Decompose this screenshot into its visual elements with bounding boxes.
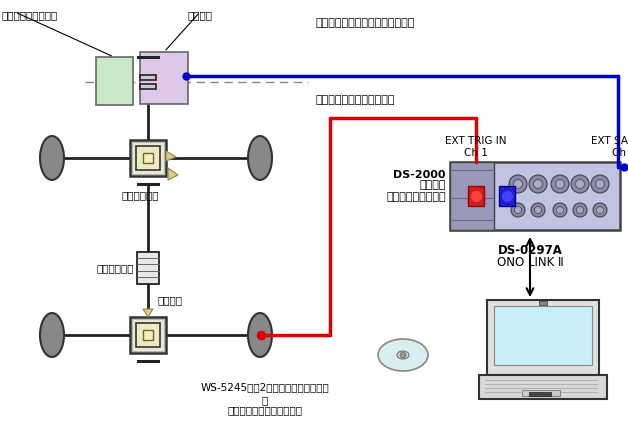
Circle shape bbox=[575, 179, 585, 189]
Bar bbox=[450, 162, 620, 230]
Polygon shape bbox=[143, 309, 153, 317]
Circle shape bbox=[511, 203, 525, 217]
Circle shape bbox=[571, 175, 589, 193]
Polygon shape bbox=[166, 151, 176, 161]
Bar bbox=[539, 301, 547, 305]
Text: ＋: ＋ bbox=[262, 395, 268, 405]
Text: EXT SAMP IN
Ch 2: EXT SAMP IN Ch 2 bbox=[591, 136, 628, 158]
Text: シリーズ
データステーション: シリーズ データステーション bbox=[386, 180, 446, 202]
Text: ねじり振動解析オプション: ねじり振動解析オプション bbox=[227, 405, 303, 415]
Bar bbox=[479, 375, 607, 399]
Circle shape bbox=[573, 203, 587, 217]
Ellipse shape bbox=[40, 313, 64, 357]
Bar bbox=[140, 84, 156, 89]
Bar bbox=[143, 153, 153, 163]
Bar bbox=[494, 306, 592, 365]
Bar bbox=[132, 142, 164, 174]
Circle shape bbox=[597, 206, 604, 214]
Circle shape bbox=[534, 179, 543, 189]
Text: トランスミッション: トランスミッション bbox=[2, 10, 58, 20]
Bar bbox=[468, 186, 484, 206]
Circle shape bbox=[534, 206, 541, 214]
Ellipse shape bbox=[248, 136, 272, 180]
Circle shape bbox=[577, 206, 583, 214]
Polygon shape bbox=[168, 168, 178, 180]
Bar bbox=[143, 330, 153, 341]
Circle shape bbox=[595, 179, 605, 189]
Ellipse shape bbox=[378, 339, 428, 371]
Bar bbox=[140, 52, 188, 104]
Bar bbox=[450, 162, 494, 230]
Text: WS-5245回転2入力トラッキング解析: WS-5245回転2入力トラッキング解析 bbox=[200, 382, 329, 392]
Text: フロントデフ: フロントデフ bbox=[121, 190, 159, 200]
Ellipse shape bbox=[40, 136, 64, 180]
Bar bbox=[130, 317, 166, 353]
Bar bbox=[137, 252, 159, 284]
Circle shape bbox=[556, 206, 563, 214]
Text: エンジン出力軸からの回転パルス: エンジン出力軸からの回転パルス bbox=[316, 18, 415, 28]
Bar bbox=[522, 390, 560, 396]
Circle shape bbox=[556, 179, 565, 189]
Bar bbox=[529, 392, 551, 396]
Ellipse shape bbox=[397, 351, 409, 359]
Text: カップリング: カップリング bbox=[97, 263, 134, 273]
Circle shape bbox=[551, 175, 569, 193]
Circle shape bbox=[591, 175, 609, 193]
Bar bbox=[96, 57, 133, 105]
Circle shape bbox=[514, 206, 521, 214]
Bar bbox=[136, 323, 160, 347]
Text: DS-2000: DS-2000 bbox=[394, 170, 446, 180]
Bar bbox=[130, 140, 166, 176]
Text: EXT TRIG IN
Ch 1: EXT TRIG IN Ch 1 bbox=[445, 136, 507, 158]
Circle shape bbox=[529, 175, 547, 193]
Circle shape bbox=[509, 175, 527, 193]
Ellipse shape bbox=[248, 313, 272, 357]
Bar bbox=[140, 75, 156, 80]
Bar bbox=[499, 186, 515, 206]
Bar bbox=[132, 319, 164, 351]
Bar bbox=[136, 146, 160, 170]
Text: DS-0297A: DS-0297A bbox=[497, 244, 563, 257]
Bar bbox=[487, 300, 599, 375]
Circle shape bbox=[553, 203, 567, 217]
Text: タイヤ軸からの回転パルス: タイヤ軸からの回転パルス bbox=[316, 95, 396, 105]
Circle shape bbox=[400, 352, 406, 358]
Circle shape bbox=[593, 203, 607, 217]
Text: ONO LINK Ⅱ: ONO LINK Ⅱ bbox=[497, 256, 563, 269]
Text: リアデフ: リアデフ bbox=[158, 295, 183, 305]
Circle shape bbox=[531, 203, 545, 217]
Circle shape bbox=[514, 179, 522, 189]
Text: エンジン: エンジン bbox=[188, 10, 212, 20]
